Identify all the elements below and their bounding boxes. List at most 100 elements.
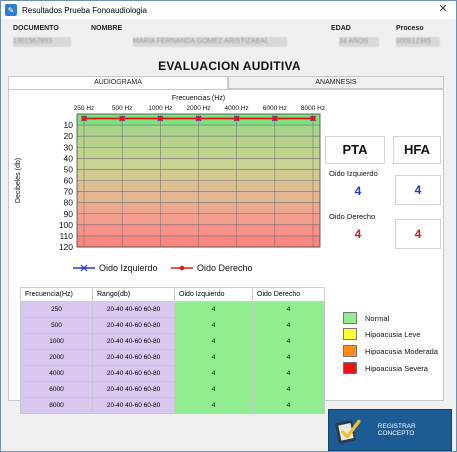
table-cell: 4 xyxy=(174,349,253,366)
pta-right-value: 4 xyxy=(354,227,362,241)
register-concept-button[interactable]: REGISTRAR CONCEPTO xyxy=(328,409,452,451)
table-cell: 4 xyxy=(252,317,325,334)
y-tick-label: 110 xyxy=(59,231,73,241)
swatch-moderada xyxy=(343,345,357,357)
y-tick-label: 10 xyxy=(64,120,74,130)
table-cell: 4 xyxy=(252,301,325,318)
hfa-left-value: 4 xyxy=(395,175,441,205)
table-row: 8000 20-40 40-60 60-80 4 4 xyxy=(20,397,325,414)
y-tick-label: 80 xyxy=(64,198,74,208)
table-cell: 4 xyxy=(252,333,325,350)
x-tick-label: 250 Hz xyxy=(74,105,95,112)
y-tick-label: 70 xyxy=(64,187,74,197)
table-cell: 4 xyxy=(252,349,325,366)
documento-value: 1001567893 xyxy=(13,37,71,47)
table-cell: 4000 xyxy=(20,365,93,382)
app-icon: ✎ xyxy=(5,4,17,16)
table-row: 2000 20-40 40-60 60-80 4 4 xyxy=(20,349,325,366)
y-axis-label: Decibeles (db) xyxy=(15,158,22,203)
hfa-label: HFA xyxy=(404,142,430,157)
legend-hipoacusia-leve: Hipoacusia Leve xyxy=(343,328,420,340)
x-tick-label: 4000 Hz xyxy=(225,105,249,112)
chart-plot-border xyxy=(76,113,321,248)
tab-audiograma[interactable]: AUDIOGRAMA xyxy=(8,76,228,89)
y-tick-label: 90 xyxy=(64,209,74,219)
table-cell: 6000 xyxy=(20,381,93,398)
table-cell: 8000 xyxy=(20,397,93,414)
tab-anamnesis[interactable]: ANAMNESIS xyxy=(228,76,444,89)
table-row: 4000 20-40 40-60 60-80 4 4 xyxy=(20,365,325,382)
data-point-right-ear xyxy=(81,115,87,122)
table-cell: 4 xyxy=(252,365,325,382)
table-row: 6000 20-40 40-60 60-80 4 4 xyxy=(20,381,325,398)
data-point-right-ear xyxy=(310,115,316,122)
y-tick-label: 50 xyxy=(64,164,74,174)
legend-moderada-label: Hipoacusia Moderada xyxy=(365,346,438,356)
legend-left-ear: Oido Izquierdo xyxy=(73,263,158,273)
table-cell: 4 xyxy=(252,381,325,398)
data-point-right-ear xyxy=(234,115,240,122)
table-cell: 4 xyxy=(252,397,325,414)
legend-left-ear-label: Oido Izquierdo xyxy=(99,263,158,273)
legend-hipoacusia-moderada: Hipoacusia Moderada xyxy=(343,345,438,357)
pta-left-value: 4 xyxy=(354,184,362,198)
frequency-table: Frecuencia(Hz) Rango(db) Oido Izquierdo … xyxy=(20,287,325,414)
proceso-value: 000012345 xyxy=(396,37,440,47)
edad-label: EDAD xyxy=(331,25,351,32)
edad-value: 34 AÑOS xyxy=(339,37,379,47)
y-tick-label: 100 xyxy=(59,220,73,230)
data-point-right-ear xyxy=(157,115,163,122)
close-icon[interactable]: ✕ xyxy=(438,3,448,15)
table-cell: 4 xyxy=(174,381,253,398)
pta-header: PTA xyxy=(325,136,385,164)
col-header-frecuencia: Frecuencia(Hz) xyxy=(20,287,93,302)
audiograma-panel: 10 20 30 40 50 60 70 80 90 100 110 120 250 Hz 500 Hz 1… xyxy=(8,89,444,414)
table-cell: 250 xyxy=(20,301,93,318)
table-cell: 4 xyxy=(174,365,253,382)
x-tick-label: 2000 Hz xyxy=(186,105,210,112)
tab-bar: AUDIOGRAMA ANAMNESIS xyxy=(8,76,444,89)
register-concept-label: REGISTRAR CONCEPTO xyxy=(377,423,416,437)
col-header-oido-izquierdo: Oido Izquierdo xyxy=(174,287,253,302)
left-ear-legend-marker xyxy=(73,264,95,272)
swatch-leve xyxy=(343,328,357,340)
data-point-right-ear xyxy=(119,115,125,122)
table-row: 250 20-40 40-60 60-80 4 4 xyxy=(20,301,325,318)
legend-severa-label: Hipoacusia Severa xyxy=(365,363,428,373)
swatch-severa xyxy=(343,362,357,374)
table-row: 500 20-40 40-60 60-80 4 4 xyxy=(20,317,325,334)
table-cell: 4 xyxy=(174,397,253,414)
nombre-value: MARIA FERNANDA GOMEZ ARISTIZABAL xyxy=(133,37,287,47)
swatch-normal xyxy=(343,312,357,324)
nombre-label: NOMBRE xyxy=(91,25,123,32)
table-cell: 20-40 40-60 60-80 xyxy=(92,333,175,350)
hfa-header: HFA xyxy=(393,136,441,164)
table-cell: 20-40 40-60 60-80 xyxy=(92,317,175,334)
table-cell: 20-40 40-60 60-80 xyxy=(92,349,175,366)
table-cell: 2000 xyxy=(20,349,93,366)
table-cell: 1000 xyxy=(20,333,93,350)
legend-right-ear: Oido Derecho xyxy=(171,263,253,273)
title-bar: ✎ Resultados Prueba Fonoaudiologia ✕ xyxy=(1,1,456,19)
page-title: EVALUACION AUDITIVA xyxy=(158,59,301,73)
patient-info-bar: DOCUMENTO 1001567893 NOMBRE MARIA FERNAN… xyxy=(9,22,449,52)
data-point-right-ear xyxy=(195,115,202,122)
table-cell: 20-40 40-60 60-80 xyxy=(92,381,175,398)
left-ear-label: Oido Izquierdo xyxy=(329,169,378,178)
legend-leve-label: Hipoacusia Leve xyxy=(365,329,421,339)
y-tick-label: 40 xyxy=(64,153,74,163)
pta-label: PTA xyxy=(342,142,368,157)
table-cell: 4 xyxy=(174,333,253,350)
hfa-right-value: 4 xyxy=(395,219,441,249)
window-title: Resultados Prueba Fonoaudiologia xyxy=(22,5,147,15)
proceso-label: Proceso xyxy=(396,25,424,32)
y-tick-label: 120 xyxy=(59,242,73,252)
x-tick-label: 8000 Hz xyxy=(301,105,325,112)
legend-normal: Normal xyxy=(343,312,389,324)
x-tick-label: 6000 Hz xyxy=(263,105,287,112)
y-tick-label: 30 xyxy=(64,142,74,152)
table-row: 1000 20-40 40-60 60-80 4 4 xyxy=(20,333,325,350)
clipboard-check-icon xyxy=(335,419,361,444)
